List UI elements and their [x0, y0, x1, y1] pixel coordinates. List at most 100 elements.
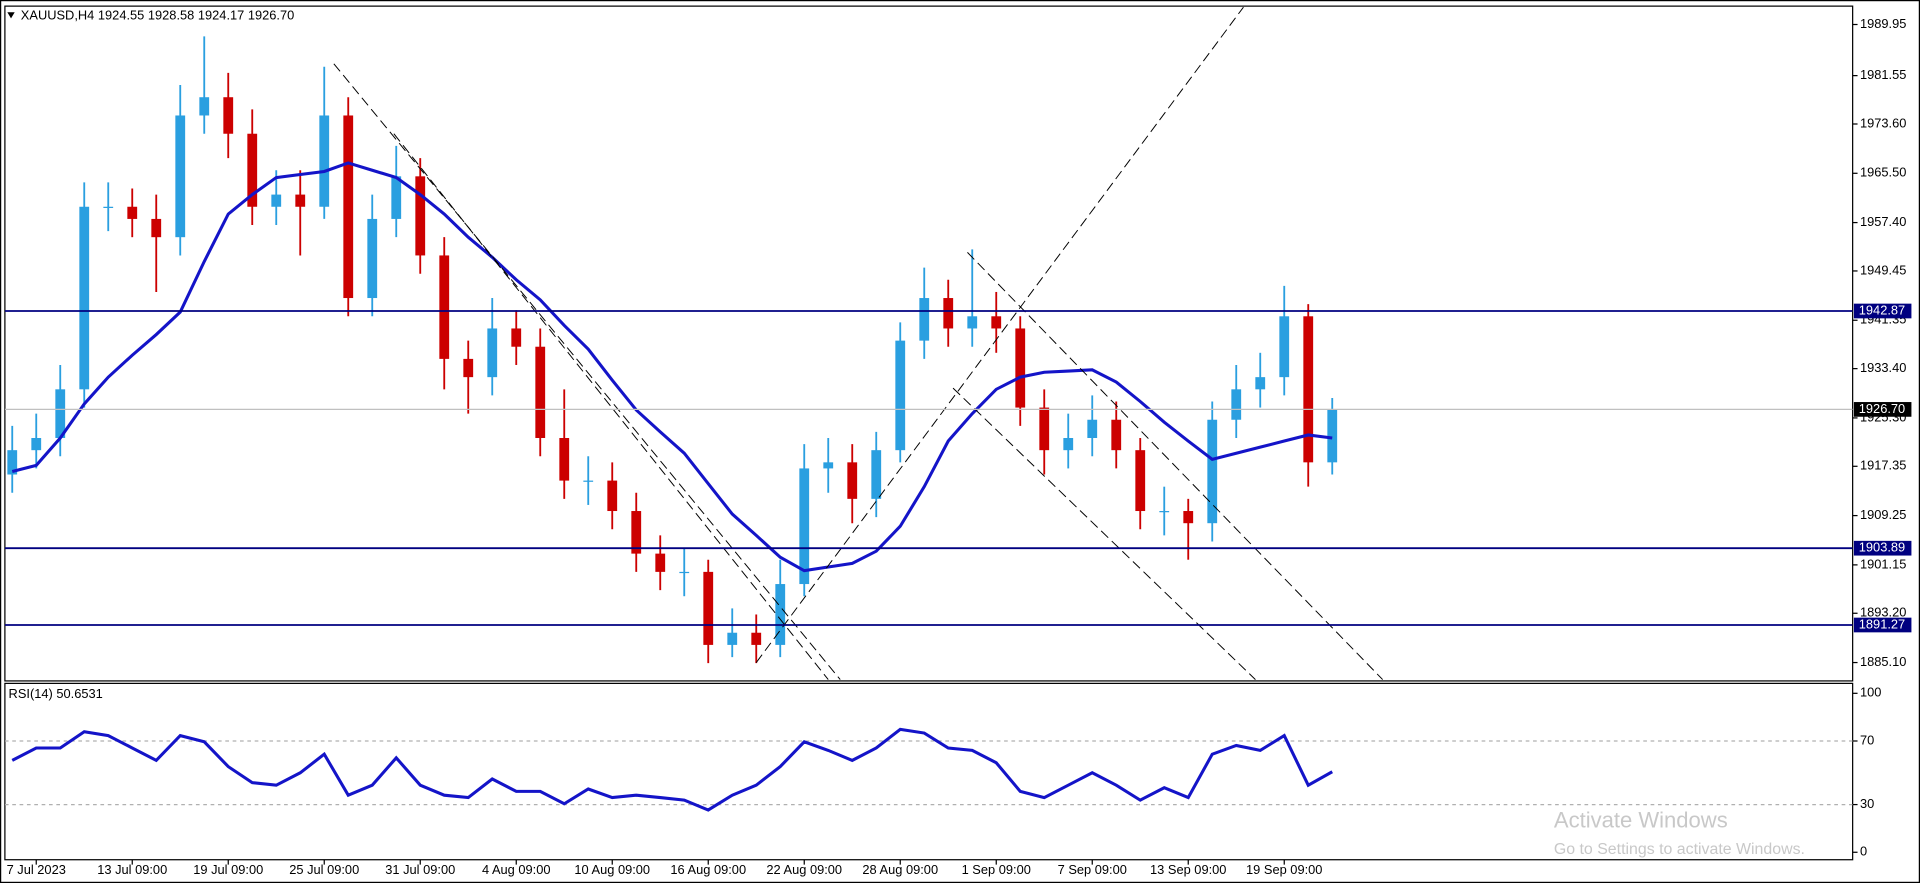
candle-body — [943, 298, 954, 329]
rsi-line — [11, 727, 1333, 812]
y-tick-label: 70 — [1860, 732, 1874, 747]
candle-body — [55, 389, 66, 438]
main-plot — [4, 6, 1853, 680]
candle-body — [967, 316, 978, 329]
candle-body — [679, 571, 690, 574]
y-tick-label: 1965.50 — [1860, 165, 1906, 180]
candle-body — [151, 218, 162, 238]
candle-body — [655, 553, 666, 572]
watermark-title: Activate Windows — [1554, 808, 1728, 833]
candle-body — [751, 632, 762, 645]
x-tick-label: 7 Jul 2023 — [7, 862, 66, 877]
candle-body — [823, 462, 834, 469]
candle-body — [607, 480, 618, 512]
candle-body — [991, 316, 1002, 329]
candle-body — [1327, 409, 1338, 463]
candle-body — [1159, 511, 1170, 513]
candle-body — [847, 462, 858, 499]
candle-body — [1279, 316, 1290, 378]
candle-body — [127, 206, 138, 219]
candle-body — [79, 206, 90, 390]
candle-body — [895, 340, 906, 451]
y-tick-label: 100 — [1860, 685, 1881, 700]
y-tick-label: 30 — [1860, 796, 1874, 811]
trendline — [755, 6, 1244, 663]
y-tick-label: 1981.55 — [1860, 67, 1906, 82]
candle-body — [367, 218, 378, 299]
candle-body — [1231, 389, 1242, 420]
current-price-box — [1853, 402, 1912, 417]
level-label: 1891.27 — [1859, 616, 1905, 631]
candle-body — [391, 176, 402, 219]
x-tick-label: 13 Jul 09:00 — [97, 862, 167, 877]
candle-body — [463, 358, 474, 378]
candle-body — [919, 298, 930, 341]
candle-body — [199, 97, 210, 116]
x-tick-label: 19 Jul 09:00 — [193, 862, 263, 877]
candle-body — [1111, 419, 1122, 451]
y-tick-label: 1949.45 — [1860, 262, 1906, 277]
candle-body — [511, 328, 522, 347]
candle-body — [775, 584, 786, 645]
candle-body — [631, 511, 642, 554]
x-tick-label: 4 Aug 09:00 — [482, 862, 551, 877]
candle-body — [175, 115, 186, 238]
y-tick-label: 1917.35 — [1860, 458, 1906, 473]
y-tick-label: 1893.20 — [1860, 605, 1906, 620]
candle-body — [319, 115, 330, 207]
x-tick-label: 10 Aug 09:00 — [574, 862, 650, 877]
rsi-title: RSI(14) 50.6531 — [9, 686, 103, 701]
x-tick-label: 25 Jul 09:00 — [289, 862, 359, 877]
candle-body — [727, 632, 738, 645]
candle-body — [559, 437, 570, 481]
trendline — [967, 252, 1383, 680]
y-tick-label: 1957.40 — [1860, 214, 1906, 229]
y-tick-label: 0 — [1860, 844, 1867, 859]
current-price-label: 1926.70 — [1859, 401, 1905, 416]
y-tick-label: 1885.10 — [1860, 654, 1906, 669]
y-tick-label: 1901.15 — [1860, 556, 1906, 571]
x-tick-label: 13 Sep 09:00 — [1150, 862, 1226, 877]
candle-body — [487, 328, 498, 378]
x-tick-label: 31 Jul 09:00 — [385, 862, 455, 877]
candle-body — [1255, 377, 1266, 390]
candle-body — [871, 450, 882, 499]
candle-body — [415, 176, 426, 256]
candle-body — [1039, 407, 1050, 451]
y-tick-label: 1989.95 — [1860, 16, 1906, 31]
main-panel — [4, 5, 1854, 682]
x-tick-label: 19 Sep 09:00 — [1246, 862, 1322, 877]
chart-title: XAUUSD,H4 1924.55 1928.58 1924.17 1926.7… — [21, 7, 294, 22]
candle-body — [247, 133, 258, 207]
candle-body — [343, 115, 354, 299]
y-tick-label: 1909.25 — [1860, 507, 1906, 522]
candle-body — [799, 468, 810, 585]
candle-body — [1207, 419, 1218, 524]
candle-body — [295, 194, 306, 207]
candle-body — [1063, 437, 1074, 451]
candle-body — [31, 437, 42, 451]
y-tick-label: 1973.60 — [1860, 115, 1906, 130]
candle-body — [583, 480, 594, 482]
y-tick-label: 1933.40 — [1860, 360, 1906, 375]
level-box — [1853, 617, 1912, 633]
level-label: 1942.87 — [1859, 302, 1905, 317]
trendline — [393, 133, 829, 680]
x-tick-label: 28 Aug 09:00 — [862, 862, 938, 877]
x-tick-label: 1 Sep 09:00 — [962, 862, 1031, 877]
menu-triangle[interactable] — [7, 12, 15, 19]
level-box — [1853, 303, 1912, 319]
watermark-subtitle: Go to Settings to activate Windows. — [1554, 841, 1805, 858]
level-box — [1853, 540, 1912, 556]
candle-body — [703, 571, 714, 645]
x-tick-label: 7 Sep 09:00 — [1058, 862, 1127, 877]
candle-body — [1135, 450, 1146, 512]
candle-body — [1183, 511, 1194, 524]
candle-body — [7, 450, 18, 475]
moving-average — [11, 161, 1333, 573]
candle-body — [1303, 316, 1314, 463]
candle-body — [223, 97, 234, 134]
candle-body — [103, 206, 114, 208]
candle-body — [1015, 328, 1026, 408]
